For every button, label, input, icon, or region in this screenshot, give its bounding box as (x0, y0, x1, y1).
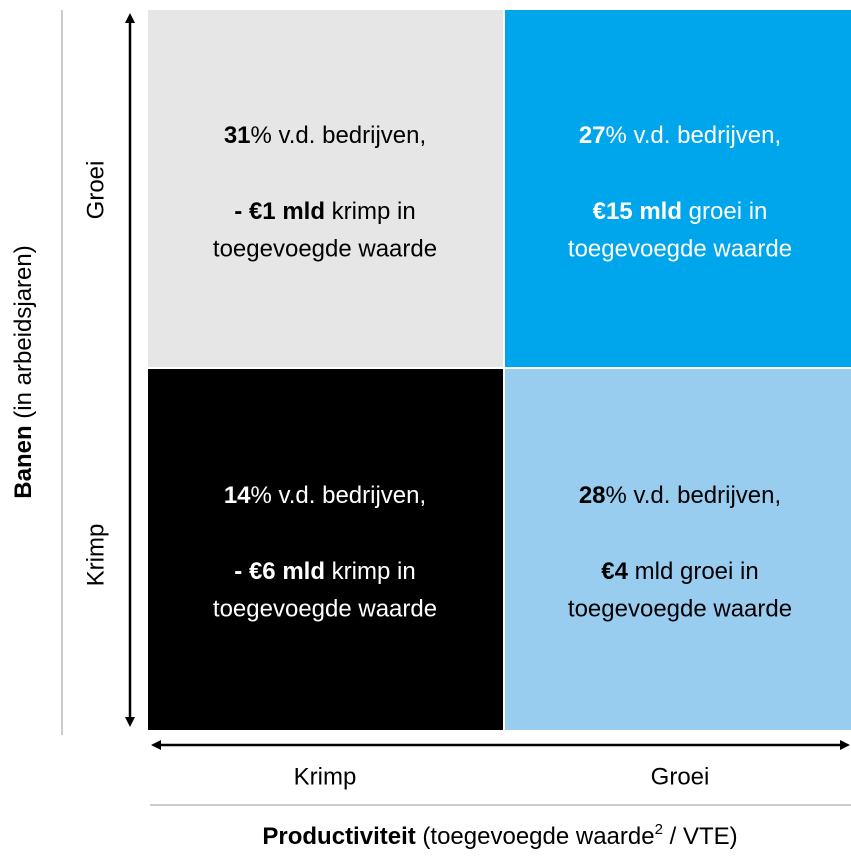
share-value: 31 (224, 122, 251, 149)
quadrant-share-line: 27% v.d. bedrijven, (579, 122, 781, 149)
amount-value: - €6 mld (234, 558, 325, 585)
amount-value: €4 (601, 558, 628, 585)
x-axis-label-end: / VTE) (663, 823, 738, 850)
share-text: % v.d. bedrijven, (606, 482, 782, 509)
amount-text: krimp in (325, 558, 416, 585)
quadrant-share-line: 31% v.d. bedrijven, (224, 122, 426, 149)
x-left-label: Krimp (294, 763, 357, 790)
x-axis-label-bold: Productiviteit (262, 823, 415, 850)
amount-value: - €1 mld (234, 198, 325, 225)
y-top-label: Groei (82, 161, 109, 220)
amount-text: krimp in (325, 198, 416, 225)
quadrant-line3: toegevoegde waarde (213, 235, 437, 262)
x-axis-label-rest: (toegevoegde waarde (416, 823, 655, 850)
y-axis-label-bold: Banen (10, 425, 37, 498)
quadrant-amount-line: €4 mld groei in (601, 558, 758, 585)
y-axis-label-rest: (in arbeidsjaren) (10, 245, 37, 425)
y-bottom-label: Krimp (82, 524, 109, 587)
share-value: 14 (224, 482, 251, 509)
quadrant-line3: toegevoegde waarde (568, 235, 792, 262)
quadrant-bottom-right (505, 369, 851, 730)
amount-value: €15 mld (593, 198, 682, 225)
x-right-label: Groei (651, 763, 710, 790)
amount-text: groei in (682, 198, 767, 225)
quadrant-share-line: 14% v.d. bedrijven, (224, 482, 426, 509)
share-value: 27 (579, 122, 606, 149)
quadrant-amount-line: €15 mld groei in (593, 198, 768, 225)
quadrant-top-left (148, 10, 503, 367)
quadrant-line3: toegevoegde waarde (213, 595, 437, 622)
share-value: 28 (579, 482, 606, 509)
quadrant-share-line: 28% v.d. bedrijven, (579, 482, 781, 509)
amount-text: mld groei in (628, 558, 759, 585)
quadrant-amount-line: - €6 mld krimp in (234, 558, 415, 585)
share-text: % v.d. bedrijven, (251, 482, 427, 509)
y-axis-label: Banen (in arbeidsjaren) (10, 245, 37, 498)
quadrant-line3: toegevoegde waarde (568, 595, 792, 622)
share-text: % v.d. bedrijven, (606, 122, 782, 149)
quadrant-bottom-left (148, 369, 503, 730)
share-text: % v.d. bedrijven, (251, 122, 427, 149)
x-axis-superscript: 2 (655, 821, 663, 838)
quadrant-amount-line: - €1 mld krimp in (234, 198, 415, 225)
x-axis-label: Productiviteit (toegevoegde waarde2 / VT… (262, 821, 737, 850)
quadrant-top-right (505, 10, 851, 367)
